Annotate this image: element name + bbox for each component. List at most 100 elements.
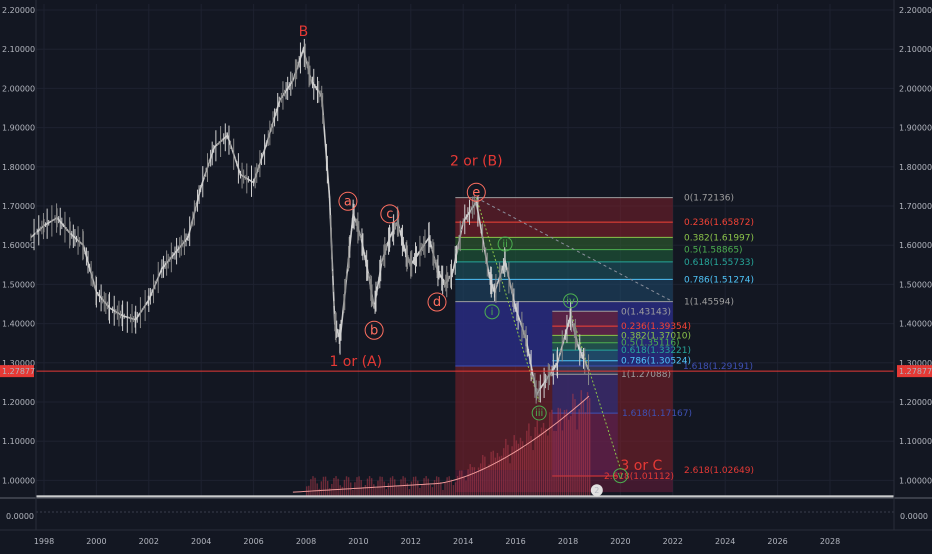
volume-bar <box>345 476 348 497</box>
volume-bar <box>454 482 457 497</box>
x-tick-label: 2006 <box>243 537 263 546</box>
volume-bar <box>350 482 352 497</box>
volume-bar <box>440 482 442 497</box>
volume-bar <box>469 464 471 497</box>
volume-bar <box>425 476 427 497</box>
volume-bar <box>574 399 576 497</box>
volume-bar <box>519 437 522 497</box>
volume-bar <box>354 482 356 497</box>
fib-label-lower: 0.5(1.35116) <box>621 339 680 349</box>
wave-label-circle <box>466 182 486 202</box>
volume-bar <box>404 477 406 497</box>
volume-bar <box>329 488 331 497</box>
volume-bar <box>565 409 568 497</box>
volume-bar <box>410 481 413 497</box>
x-tick-label: 2002 <box>139 537 159 546</box>
fib-zone-lower <box>552 335 618 343</box>
volume-bar <box>507 444 509 497</box>
wave-label-major: B <box>299 24 309 40</box>
volume-bar <box>373 484 375 497</box>
y-tick-label-left: 2.00000 <box>2 84 35 93</box>
volume-bar <box>528 423 530 497</box>
volume-bar <box>368 476 371 497</box>
volume-bar <box>559 408 562 497</box>
fib-label-lower: 1(1.27088) <box>621 370 671 380</box>
wave-label-minor: a <box>344 194 352 209</box>
volume-bar <box>492 450 494 497</box>
volume-bar <box>333 478 335 497</box>
volume-bar <box>570 416 572 497</box>
volume-bar <box>467 469 469 497</box>
volume-bar <box>341 486 344 497</box>
volume-bar <box>417 480 419 497</box>
volume-bar <box>375 487 377 497</box>
fib-label-upper: 0(1.72136) <box>684 194 734 204</box>
volume-bar <box>423 478 425 497</box>
volume-bar <box>364 484 367 497</box>
fib-label-upper: 1(1.45594) <box>684 298 734 308</box>
x-tick-label: 2022 <box>663 537 683 546</box>
fib-label-lower: 0.382(1.37010) <box>621 331 691 341</box>
volume-bar <box>387 483 390 497</box>
wave-label-circle <box>338 191 358 211</box>
volume-bar <box>523 447 526 497</box>
volume-bar <box>555 431 557 497</box>
volume-bar <box>553 430 555 497</box>
y-tick-label-left: 1.00000 <box>2 476 35 485</box>
wave-label-minor: v <box>617 471 623 482</box>
y-tick-label-left: 2.10000 <box>2 45 35 54</box>
wave-label-circle <box>563 293 579 309</box>
y-tick-label-right: 1.30000 <box>899 359 932 368</box>
volume-bar <box>473 467 476 497</box>
x-tick-label: 2000 <box>86 537 106 546</box>
volume-bar <box>400 479 402 497</box>
y-tick-label-right: 1.90000 <box>899 124 932 133</box>
trendline-dashed <box>476 197 674 303</box>
volume-bar <box>450 479 453 497</box>
volume-bar <box>477 467 480 497</box>
volume-bar <box>377 480 379 497</box>
volume-bar <box>326 480 329 497</box>
volume-bar <box>561 430 564 497</box>
x-tick-label: 2018 <box>558 537 578 546</box>
volume-bar <box>356 477 358 497</box>
volume-bar <box>408 489 411 497</box>
y-tick-label-left: 1.20000 <box>2 398 35 407</box>
current-price-label-right: 1.27877 <box>899 367 932 376</box>
volume-bar <box>389 477 392 497</box>
volume-bar <box>402 476 404 497</box>
volume-bar <box>542 422 545 497</box>
volume-bar <box>310 479 312 497</box>
volume-bar <box>549 412 551 497</box>
current-price-badge-left <box>0 365 34 378</box>
wave-label-circle <box>364 320 384 340</box>
volume-bar <box>448 476 450 497</box>
volume-bar <box>352 489 354 497</box>
lower-pane-tick-left: 0.0000 <box>6 512 34 521</box>
volume-bar <box>335 476 337 497</box>
volume-bar <box>421 484 423 497</box>
x-tick-label: 2026 <box>767 537 787 546</box>
fib-label-upper: 0.382(1.61997) <box>684 233 754 243</box>
overlay-curve <box>292 395 590 493</box>
fib-label-extra: 2.618(1.02649) <box>684 466 754 476</box>
volume-bar <box>435 476 438 497</box>
y-tick-label-right: 1.10000 <box>899 437 932 446</box>
volume-bar <box>503 448 505 497</box>
volume-bar <box>322 476 325 497</box>
volume-bar <box>312 476 314 497</box>
wave-label-minor: ii <box>502 239 508 250</box>
volume-bar <box>532 450 534 497</box>
y-tick-label-right: 1.50000 <box>899 280 932 289</box>
volume-bar <box>530 436 532 497</box>
volume-bar <box>412 476 415 497</box>
projection-line <box>570 311 621 469</box>
event-marker[interactable] <box>590 484 603 497</box>
volume-bar <box>582 400 585 497</box>
volume-bar <box>429 484 432 497</box>
y-tick-label-left: 1.10000 <box>2 437 35 446</box>
y-tick-label-left: 1.40000 <box>2 320 35 329</box>
fib-label-lower: 2.618(1.01112) <box>604 472 674 482</box>
